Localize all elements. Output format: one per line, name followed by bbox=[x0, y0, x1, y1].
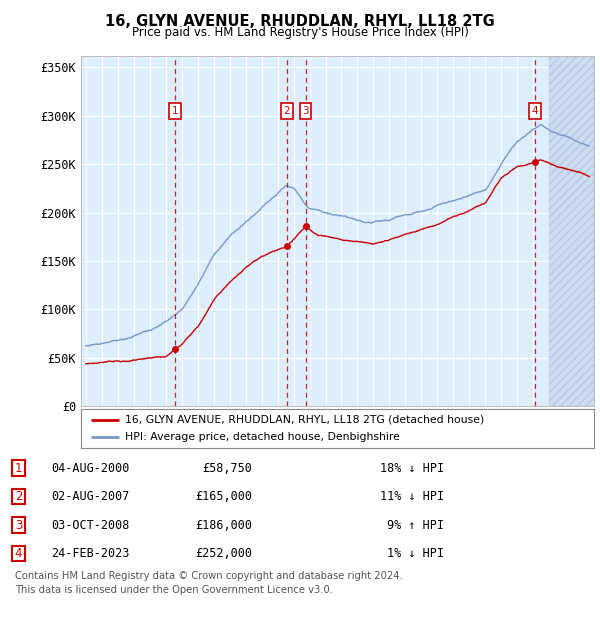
Text: 2: 2 bbox=[14, 490, 22, 503]
Bar bbox=[549, 56, 594, 406]
Text: 1% ↓ HPI: 1% ↓ HPI bbox=[387, 547, 444, 560]
Text: This data is licensed under the Open Government Licence v3.0.: This data is licensed under the Open Gov… bbox=[15, 585, 333, 595]
Text: £58,750: £58,750 bbox=[202, 462, 252, 474]
Text: 3: 3 bbox=[14, 519, 22, 531]
Text: HPI: Average price, detached house, Denbighshire: HPI: Average price, detached house, Denb… bbox=[125, 432, 400, 442]
Text: Price paid vs. HM Land Registry's House Price Index (HPI): Price paid vs. HM Land Registry's House … bbox=[131, 26, 469, 39]
Text: 03-OCT-2008: 03-OCT-2008 bbox=[51, 519, 130, 531]
Text: 9% ↑ HPI: 9% ↑ HPI bbox=[387, 519, 444, 531]
Text: £165,000: £165,000 bbox=[195, 490, 252, 503]
Text: £186,000: £186,000 bbox=[195, 519, 252, 531]
Text: Contains HM Land Registry data © Crown copyright and database right 2024.: Contains HM Land Registry data © Crown c… bbox=[15, 571, 403, 581]
Text: 4: 4 bbox=[14, 547, 22, 560]
Text: 16, GLYN AVENUE, RHUDDLAN, RHYL, LL18 2TG (detached house): 16, GLYN AVENUE, RHUDDLAN, RHYL, LL18 2T… bbox=[125, 415, 484, 425]
Text: 16, GLYN AVENUE, RHUDDLAN, RHYL, LL18 2TG: 16, GLYN AVENUE, RHUDDLAN, RHYL, LL18 2T… bbox=[105, 14, 495, 29]
Text: 04-AUG-2000: 04-AUG-2000 bbox=[51, 462, 130, 474]
Text: 1: 1 bbox=[14, 462, 22, 474]
Text: 1: 1 bbox=[172, 106, 178, 116]
Text: 18% ↓ HPI: 18% ↓ HPI bbox=[380, 462, 444, 474]
Text: 3: 3 bbox=[302, 106, 309, 116]
Text: £252,000: £252,000 bbox=[195, 547, 252, 560]
Text: 11% ↓ HPI: 11% ↓ HPI bbox=[380, 490, 444, 503]
Text: 2: 2 bbox=[284, 106, 290, 116]
Text: 02-AUG-2007: 02-AUG-2007 bbox=[51, 490, 130, 503]
Text: 24-FEB-2023: 24-FEB-2023 bbox=[51, 547, 130, 560]
Text: 4: 4 bbox=[532, 106, 539, 116]
